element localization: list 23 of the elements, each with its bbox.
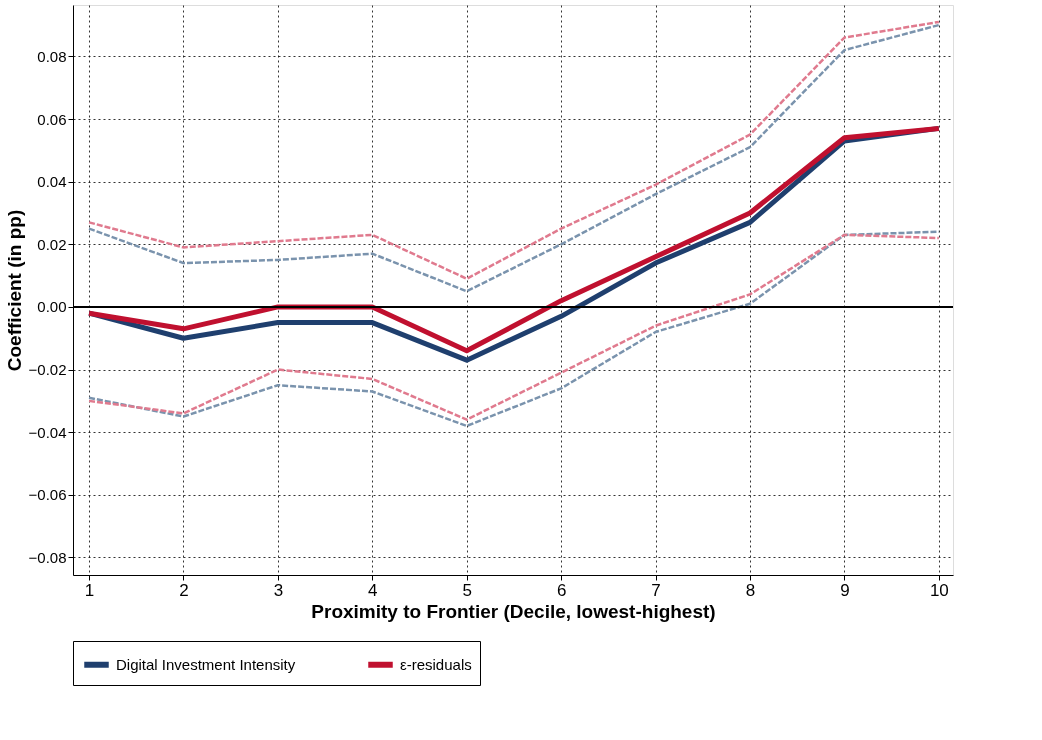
legend-label: ε-residuals <box>400 655 472 673</box>
y-tick-label: −0.02 <box>28 361 67 379</box>
y-tick-label: 0.00 <box>37 298 67 316</box>
x-tick-label: 8 <box>745 580 756 600</box>
x-tick-label: 1 <box>84 580 95 600</box>
x-tick-label: 6 <box>556 580 567 600</box>
x-tick-label: 10 <box>929 580 949 600</box>
x-axis-title: Proximity to Frontier (Decile, lowest-highest) <box>311 600 716 622</box>
y-tick-label: 0.02 <box>37 235 67 253</box>
x-tick-label: 9 <box>840 580 850 600</box>
y-tick-label: −0.04 <box>28 423 67 441</box>
x-tick-label: 7 <box>651 580 661 600</box>
y-tick-label: −0.06 <box>28 486 67 504</box>
y-tick-label: 0.06 <box>37 110 67 128</box>
y-tick-label: 0.04 <box>37 173 67 191</box>
y-tick-label: −0.08 <box>28 548 67 566</box>
y-axis-title: Coefficient (in pp) <box>3 209 25 372</box>
legend-label: Digital Investment Intensity <box>116 655 296 673</box>
x-tick-label: 4 <box>368 580 378 600</box>
x-tick-label: 2 <box>179 580 189 600</box>
x-tick-label: 3 <box>273 580 284 600</box>
y-tick-label: 0.08 <box>37 47 67 65</box>
x-tick-label: 5 <box>462 580 472 600</box>
